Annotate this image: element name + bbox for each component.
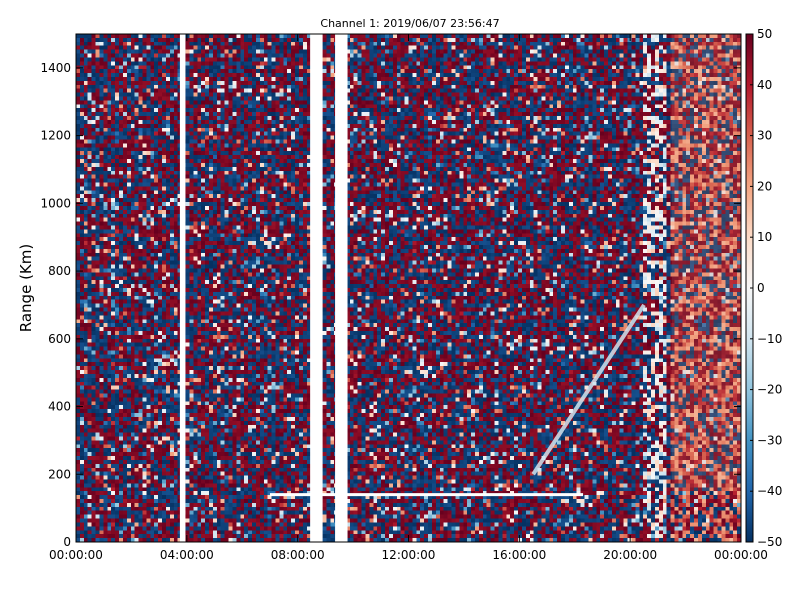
colorbar-tick-label: −50	[757, 535, 782, 549]
data-gap	[179, 34, 186, 542]
heatmap	[76, 34, 741, 542]
colorbar-tick-label: −30	[757, 433, 782, 447]
x-tick-label: 00:00:00	[49, 548, 103, 562]
x-tick-label: 08:00:00	[271, 548, 325, 562]
colorbar-tick-label: 50	[757, 27, 772, 41]
y-axis-title: Range (Km)	[17, 244, 35, 332]
y-tick-label: 800	[48, 264, 71, 278]
chart-title: Channel 1: 2019/06/07 23:56:47	[320, 17, 499, 30]
y-tick-label: 1400	[40, 61, 71, 75]
echo-trace	[531, 303, 646, 476]
y-tick-label: 600	[48, 332, 71, 346]
colorbar-ticks: 50 40 30 20 10 0 −10 −20 −30 −40 −50	[750, 27, 782, 549]
colorbar-tick-label: 0	[757, 281, 765, 295]
colorbar-tick-label: −20	[757, 383, 782, 397]
colorbar-tick-label: 20	[757, 179, 772, 193]
colorbar-tick-label: 30	[757, 129, 772, 143]
y-tick-label: 1200	[40, 129, 71, 143]
y-tick-label: 200	[48, 467, 71, 481]
y-tick-label: 1000	[40, 196, 71, 210]
colorbar-tick-label: −10	[757, 332, 782, 346]
echo-feature	[531, 303, 646, 476]
x-axis: 00:00:00 04:00:00 08:00:00 12:00:00 16:00:00…	[49, 34, 768, 562]
colorbar-tick-label: 10	[757, 230, 772, 244]
data-gap	[310, 34, 323, 542]
data-gap	[335, 34, 348, 542]
x-tick-label: 16:00:00	[492, 548, 546, 562]
echo-feature	[671, 34, 741, 492]
data-gaps	[179, 34, 348, 542]
x-tick-label: 20:00:00	[603, 548, 657, 562]
positive-cluster	[671, 34, 741, 492]
colorbar-tick-label: 40	[757, 78, 772, 92]
x-tick-label: 12:00:00	[382, 548, 436, 562]
heatmap-raster	[76, 34, 741, 542]
y-axis: 0 200 400 600 800 1000 1200 1400	[40, 61, 741, 549]
colorbar-tick-label: −40	[757, 484, 782, 498]
x-tick-label: 04:00:00	[160, 548, 214, 562]
x-tick-label: 00:00:00	[714, 548, 768, 562]
y-tick-label: 400	[48, 400, 71, 414]
y-tick-label: 0	[63, 535, 71, 549]
